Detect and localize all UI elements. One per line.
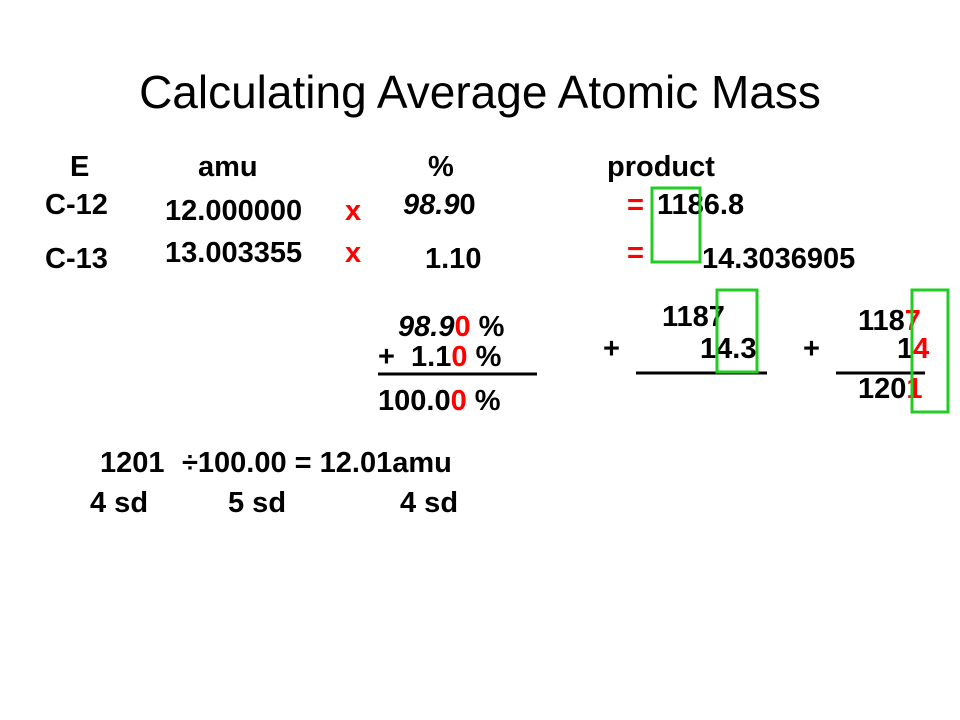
highlight-box: [715, 288, 759, 374]
percent-part: %: [468, 341, 502, 373]
sig-figs: 4 sd: [90, 487, 148, 519]
times: x: [345, 237, 361, 269]
plus: +: [803, 333, 820, 365]
percent: 1.10: [425, 243, 481, 275]
header: product: [607, 151, 715, 183]
highlight-box: [650, 186, 702, 264]
sig-figs: 5 sd: [228, 487, 286, 519]
times: x: [345, 195, 361, 227]
digit-part: 1: [897, 333, 913, 365]
amu: 13.003355: [165, 237, 302, 269]
percent-line: 100.00 %: [378, 385, 501, 417]
equals: =: [627, 189, 644, 221]
equals: =: [627, 237, 644, 269]
addend: 14: [897, 333, 929, 365]
percent-part: 98.9: [403, 189, 459, 221]
header: %: [428, 151, 454, 183]
product: 14.3036905: [702, 243, 855, 275]
addend: 1187: [858, 305, 921, 337]
calculation: 1201: [100, 447, 165, 479]
percent-part: 98.9: [398, 311, 454, 343]
percent-part: 0: [451, 341, 467, 373]
addend: 1187: [662, 301, 725, 333]
addend: 14.3: [700, 333, 756, 365]
percent-part: %: [471, 311, 505, 343]
sum: 1201: [858, 373, 923, 405]
element: C-13: [45, 243, 108, 275]
percent: 98.90: [403, 189, 476, 221]
header: amu: [198, 151, 258, 183]
percent-part: 0: [451, 385, 467, 417]
header: E: [70, 151, 89, 183]
percent-line: 98.90 %: [398, 311, 505, 343]
percent-part: 0: [459, 189, 475, 221]
plus: +: [603, 333, 620, 365]
digit-part: 120: [858, 373, 906, 405]
percent-part: 100.0: [378, 385, 451, 417]
percent-part: %: [467, 385, 501, 417]
amu: 12.000000: [165, 195, 302, 227]
sig-figs: 4 sd: [400, 487, 458, 519]
digit-part: 1: [906, 373, 922, 405]
digit-part: 118: [858, 305, 905, 337]
calculation: ÷100.00 = 12.01amu: [182, 447, 452, 479]
highlight-box: [910, 288, 950, 414]
element: C-12: [45, 189, 108, 221]
percent-part: + 1.1: [378, 341, 451, 373]
percent-part: 0: [454, 311, 470, 343]
percent-line: + 1.10 %: [378, 341, 502, 373]
title: Calculating Average Atomic Mass: [139, 66, 821, 118]
digit-part: 4: [913, 333, 929, 365]
